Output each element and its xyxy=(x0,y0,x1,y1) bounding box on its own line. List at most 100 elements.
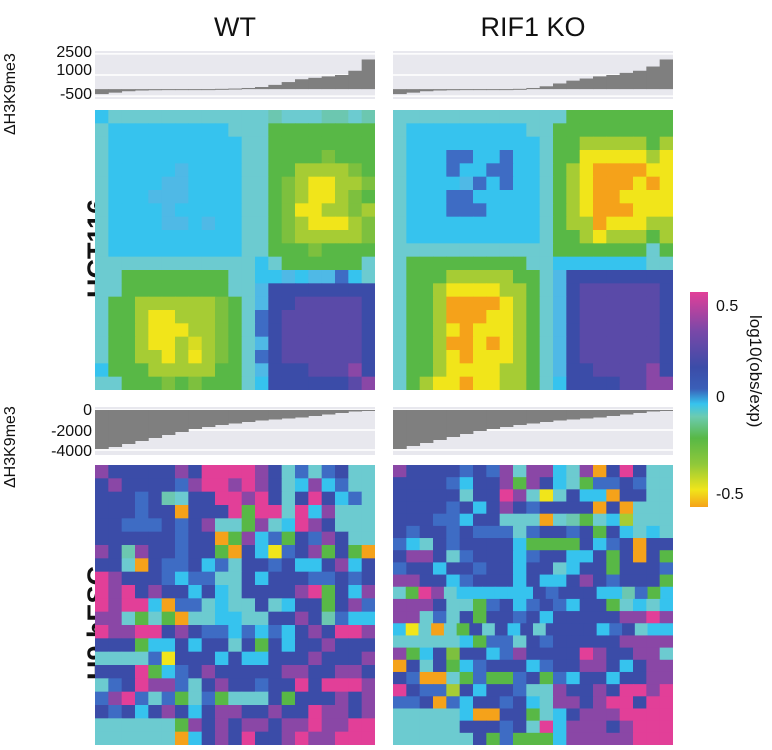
heatmap-cell xyxy=(121,110,136,124)
heatmap-cell xyxy=(659,720,673,734)
heatmap-cell xyxy=(553,598,567,612)
heatmap-cell xyxy=(215,163,229,178)
heatmap-cell xyxy=(606,708,621,722)
heatmap-cell xyxy=(513,163,527,178)
heatmap-cell xyxy=(553,465,567,478)
bar xyxy=(619,410,634,415)
heatmap-cell xyxy=(108,465,123,479)
heatmap-cell xyxy=(526,243,541,258)
heatmap-cell xyxy=(596,586,610,600)
heatmap-cell xyxy=(188,718,203,733)
heatmap-cell xyxy=(593,562,607,576)
heatmap-cell xyxy=(646,323,661,338)
bar xyxy=(593,76,607,90)
heatmap-cell xyxy=(241,123,256,138)
heatmap-cell xyxy=(406,562,421,576)
heatmap-cell xyxy=(348,665,363,679)
heatmap-cell xyxy=(553,538,567,551)
heatmap-cell xyxy=(161,611,176,626)
heatmap-cell xyxy=(619,150,634,164)
heatmap-cell xyxy=(526,336,541,351)
heatmap-hct116-ko-svg xyxy=(393,110,673,390)
bar xyxy=(459,410,474,434)
heatmap-cell xyxy=(308,505,323,519)
heatmap-cell xyxy=(579,659,594,673)
heatmap-cell xyxy=(566,296,581,311)
heatmap-cell xyxy=(633,176,647,191)
heatmap-cell xyxy=(553,310,567,324)
heatmap-cell xyxy=(566,708,581,722)
heatmap-cell xyxy=(486,216,501,231)
heatmap-h9-ko-svg xyxy=(393,465,673,745)
heatmap-cell xyxy=(633,350,647,364)
heatmap-cell xyxy=(335,323,349,338)
heatmap-cell xyxy=(486,659,501,673)
heatmap-cell xyxy=(459,708,474,722)
heatmap-cell xyxy=(633,562,647,576)
heatmap-cell xyxy=(433,323,447,338)
heatmap-cell xyxy=(633,216,647,231)
heatmap-cell xyxy=(406,363,421,378)
heatmap-cell xyxy=(526,296,541,311)
heatmap-cell xyxy=(593,110,607,124)
heatmap-cell xyxy=(433,270,447,284)
heatmap-cell xyxy=(268,350,283,364)
heatmap-cell xyxy=(419,659,434,673)
heatmap-cell xyxy=(308,651,323,666)
heatmap-cell xyxy=(161,731,176,745)
colorbar-tick-0.5: 0.5 xyxy=(716,298,739,315)
heatmap-cell xyxy=(268,310,283,324)
heatmap-cell xyxy=(473,296,487,311)
heatmap-cell xyxy=(459,550,474,563)
heatmap-cell xyxy=(348,243,363,258)
heatmap-cell xyxy=(473,574,487,588)
heatmap-cell xyxy=(499,635,514,649)
heatmap-cell xyxy=(95,678,109,693)
heatmap-cell xyxy=(308,598,323,613)
heatmap-cell xyxy=(433,550,447,563)
heatmap-cell xyxy=(308,230,323,244)
heatmap-cell xyxy=(241,665,256,679)
heatmap-cell xyxy=(121,230,136,244)
heatmap-cell xyxy=(135,718,149,733)
heatmap-cell xyxy=(499,216,514,231)
heatmap-cell xyxy=(348,123,363,138)
heatmap-cell xyxy=(393,323,407,338)
heatmap-cell xyxy=(268,505,283,519)
heatmap-cell xyxy=(255,625,269,639)
heatmap-cell xyxy=(348,705,363,719)
heatmap-cell xyxy=(459,110,474,124)
heatmap-cell xyxy=(295,478,309,493)
heatmap-cell xyxy=(241,190,256,204)
heatmap-cell xyxy=(433,720,447,734)
heatmap-cell xyxy=(108,243,123,258)
heatmap-cell xyxy=(95,163,109,178)
heatmap-cell xyxy=(553,696,567,709)
heatmap-cell xyxy=(593,598,607,612)
heatmap-cell xyxy=(526,525,541,539)
bar xyxy=(446,89,461,91)
heatmap-cell xyxy=(499,562,514,576)
heatmap-cell xyxy=(473,176,487,191)
heatmap-cell xyxy=(446,163,461,178)
heatmap-cell xyxy=(579,376,594,390)
heatmap-cell xyxy=(175,270,189,284)
heatmap-cell xyxy=(606,203,621,218)
heatmap-cell xyxy=(553,684,567,697)
heatmap-cell xyxy=(499,708,514,722)
heatmap-cell xyxy=(499,296,514,311)
heatmap-cell xyxy=(108,651,123,666)
heatmap-cell xyxy=(228,270,243,284)
heatmap-cell xyxy=(108,718,123,733)
heatmap-hct116-wt xyxy=(95,110,375,390)
heatmap-cell xyxy=(473,465,487,478)
heatmap-cell xyxy=(513,150,527,164)
heatmap-cell xyxy=(393,513,407,527)
heatmap-cell xyxy=(295,598,309,613)
heatmap-cell xyxy=(361,296,375,311)
heatmap-cell xyxy=(281,230,296,244)
heatmap-cell xyxy=(295,270,309,284)
heatmap-cell xyxy=(308,270,323,284)
heatmap-cell xyxy=(161,545,176,559)
heatmap-cell xyxy=(201,651,216,666)
